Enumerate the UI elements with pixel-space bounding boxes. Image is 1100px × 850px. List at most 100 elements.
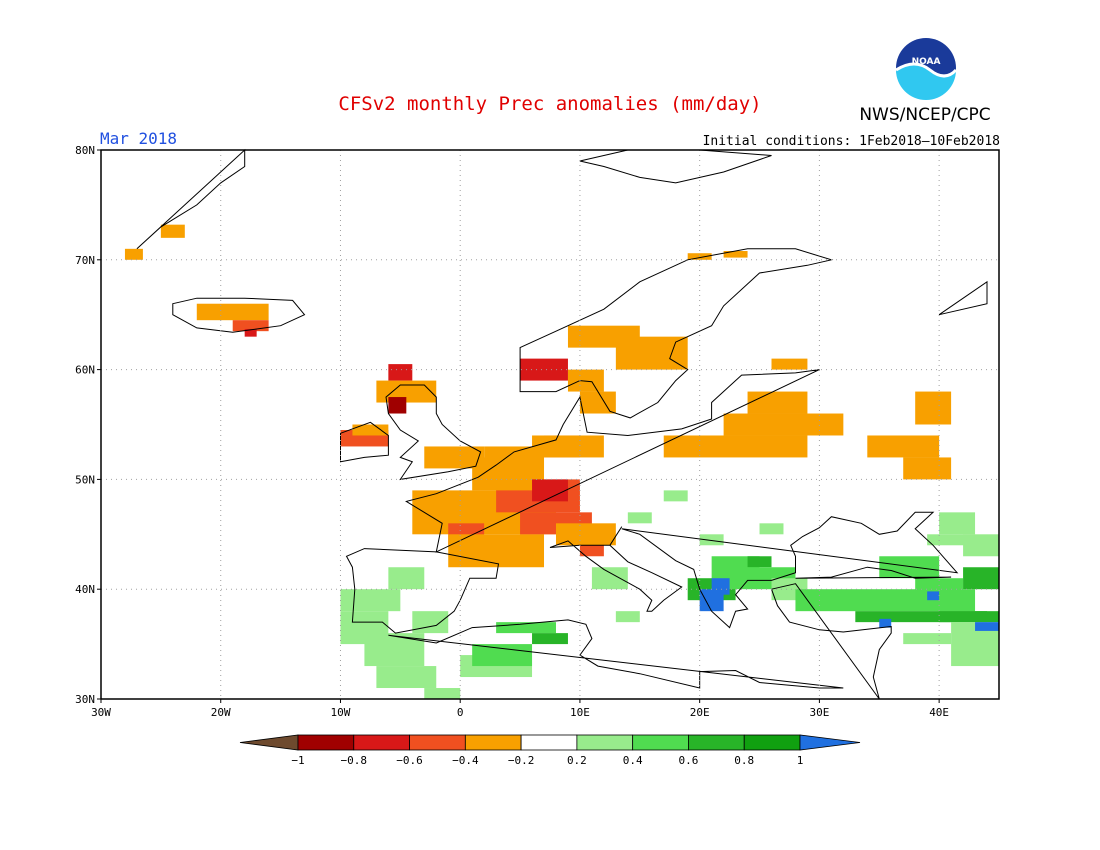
anomaly-cell — [939, 611, 988, 623]
coastlines — [136, 148, 988, 700]
anomaly-cell — [424, 688, 461, 699]
longitude-label: 30W — [91, 706, 111, 719]
anomaly-cell — [555, 523, 616, 546]
anomaly-cell — [448, 534, 545, 568]
noaa-logo-text: NOAA — [912, 57, 941, 67]
anomaly-cell — [532, 633, 568, 645]
anomaly-cell — [376, 380, 437, 403]
anomaly-cell — [663, 435, 808, 458]
colorbar-bin — [297, 734, 355, 751]
anomaly-cell — [232, 320, 269, 332]
anomaly-cell — [855, 611, 999, 623]
colorbar-bin — [464, 734, 522, 751]
anomaly-cell — [567, 369, 604, 392]
anomaly-cell — [388, 364, 413, 381]
ireland-coast — [340, 421, 389, 463]
map-frame — [100, 149, 1000, 700]
latitude-label: 50N — [75, 473, 95, 486]
anomaly-cell — [579, 545, 604, 557]
colorbar-bin — [576, 734, 634, 751]
colorbar-tick-label: −1 — [291, 754, 304, 767]
colorbar-tick-label: −0.8 — [341, 754, 368, 767]
anomaly-cell — [903, 457, 952, 480]
anomaly-cell — [472, 644, 533, 667]
latitude-label: 60N — [75, 364, 95, 377]
longitude-label: 20E — [690, 706, 710, 719]
longitude-label: 20W — [211, 706, 231, 719]
white-sea-coast — [938, 280, 988, 316]
latitude-label: 80N — [75, 144, 95, 157]
anomaly-cell — [376, 666, 437, 689]
anomaly-cell — [352, 424, 389, 436]
colorbar-bin — [409, 734, 466, 751]
colorbar-tick-label: 0.2 — [567, 754, 587, 767]
map-panel: 80N 70N 60N 50N 40N 30N 30W 20W 10W 0 10E 20E 30E 40… — [75, 144, 1000, 719]
turkey-north-coast — [795, 566, 952, 579]
west-europe-coast-path — [405, 369, 820, 553]
longitude-labels: 30W 20W 10W 0 10E 20E 30E 40E — [91, 699, 949, 719]
month-label: Mar 2018 — [100, 129, 177, 148]
colorbar-bin — [632, 734, 689, 751]
initial-conditions: Initial conditions: 1Feb2018–10Feb2018 — [703, 134, 1000, 149]
longitude-label: 10W — [331, 706, 351, 719]
noaa-logo: NOAA — [895, 38, 958, 100]
anomaly-cell — [496, 622, 556, 634]
anomaly-cell — [927, 534, 976, 546]
anomaly-cell — [388, 397, 407, 414]
anomaly-cell — [627, 512, 652, 524]
colorbar-tick-label: −0.2 — [508, 754, 535, 767]
levant-coast — [770, 583, 892, 700]
anomaly-cell — [927, 591, 940, 601]
anomaly-cell — [975, 622, 999, 631]
anomaly-cell — [532, 479, 568, 502]
longitude-label: 10E — [570, 706, 590, 719]
anomaly-cell — [723, 251, 748, 258]
anomaly-cell — [915, 391, 952, 425]
anomaly-cell — [196, 303, 269, 321]
anomaly-cell — [879, 618, 892, 628]
anomaly-cell — [591, 567, 628, 590]
anomaly-cell — [687, 253, 712, 260]
anomaly-cell — [939, 512, 976, 535]
scandinavia-coast — [519, 248, 834, 419]
colorbar-low-arrow — [239, 734, 299, 751]
longitude-label: 30E — [809, 706, 829, 719]
anomaly-cell — [160, 224, 185, 238]
iceland-coast — [172, 297, 306, 333]
balkans-black-sea-coast — [621, 511, 959, 629]
colorbar-tick-label: −0.4 — [452, 754, 479, 767]
anomaly-cell — [747, 391, 808, 414]
agency-label: NWS/NCEP/CPC — [859, 105, 990, 125]
anomaly-cell — [723, 413, 844, 436]
anomaly-cell — [879, 556, 940, 579]
latitude-label: 70N — [75, 254, 95, 267]
colorbar-bin — [353, 734, 410, 751]
anomaly-cell — [867, 435, 940, 458]
anomaly-cell — [903, 633, 952, 645]
anomaly-cell — [532, 435, 604, 458]
colorbar-bin — [688, 734, 745, 751]
anomaly-cell — [747, 556, 772, 568]
latitude-label: 40N — [75, 583, 95, 596]
colorbar-tick-label: 0.6 — [679, 754, 699, 767]
anomaly-cell — [340, 589, 401, 612]
colorbar: −1 −0.8 −0.6 −0.4 −0.2 0.2 0.4 0.6 0.8 1 — [239, 734, 861, 767]
great-britain-coast — [385, 384, 482, 481]
anomaly-cell — [412, 611, 449, 634]
anomaly-cell — [711, 578, 730, 595]
anomaly-cell — [759, 523, 784, 535]
latitude-labels: 80N 70N 60N 50N 40N 30N — [75, 144, 101, 706]
anomaly-cell — [699, 589, 724, 612]
anomaly-cell — [244, 328, 257, 337]
longitude-label: 40E — [929, 706, 949, 719]
colorbar-high-arrow — [799, 734, 861, 751]
colorbar-bin — [520, 734, 578, 751]
anomaly-cell — [520, 358, 568, 381]
colorbar-tick-label: 1 — [797, 754, 804, 767]
anomaly-cell — [615, 611, 640, 623]
colorbar-tick-label: 0.8 — [734, 754, 754, 767]
anomaly-cell — [388, 567, 425, 590]
latitude-label: 30N — [75, 693, 95, 706]
iberia-coast — [345, 548, 500, 634]
